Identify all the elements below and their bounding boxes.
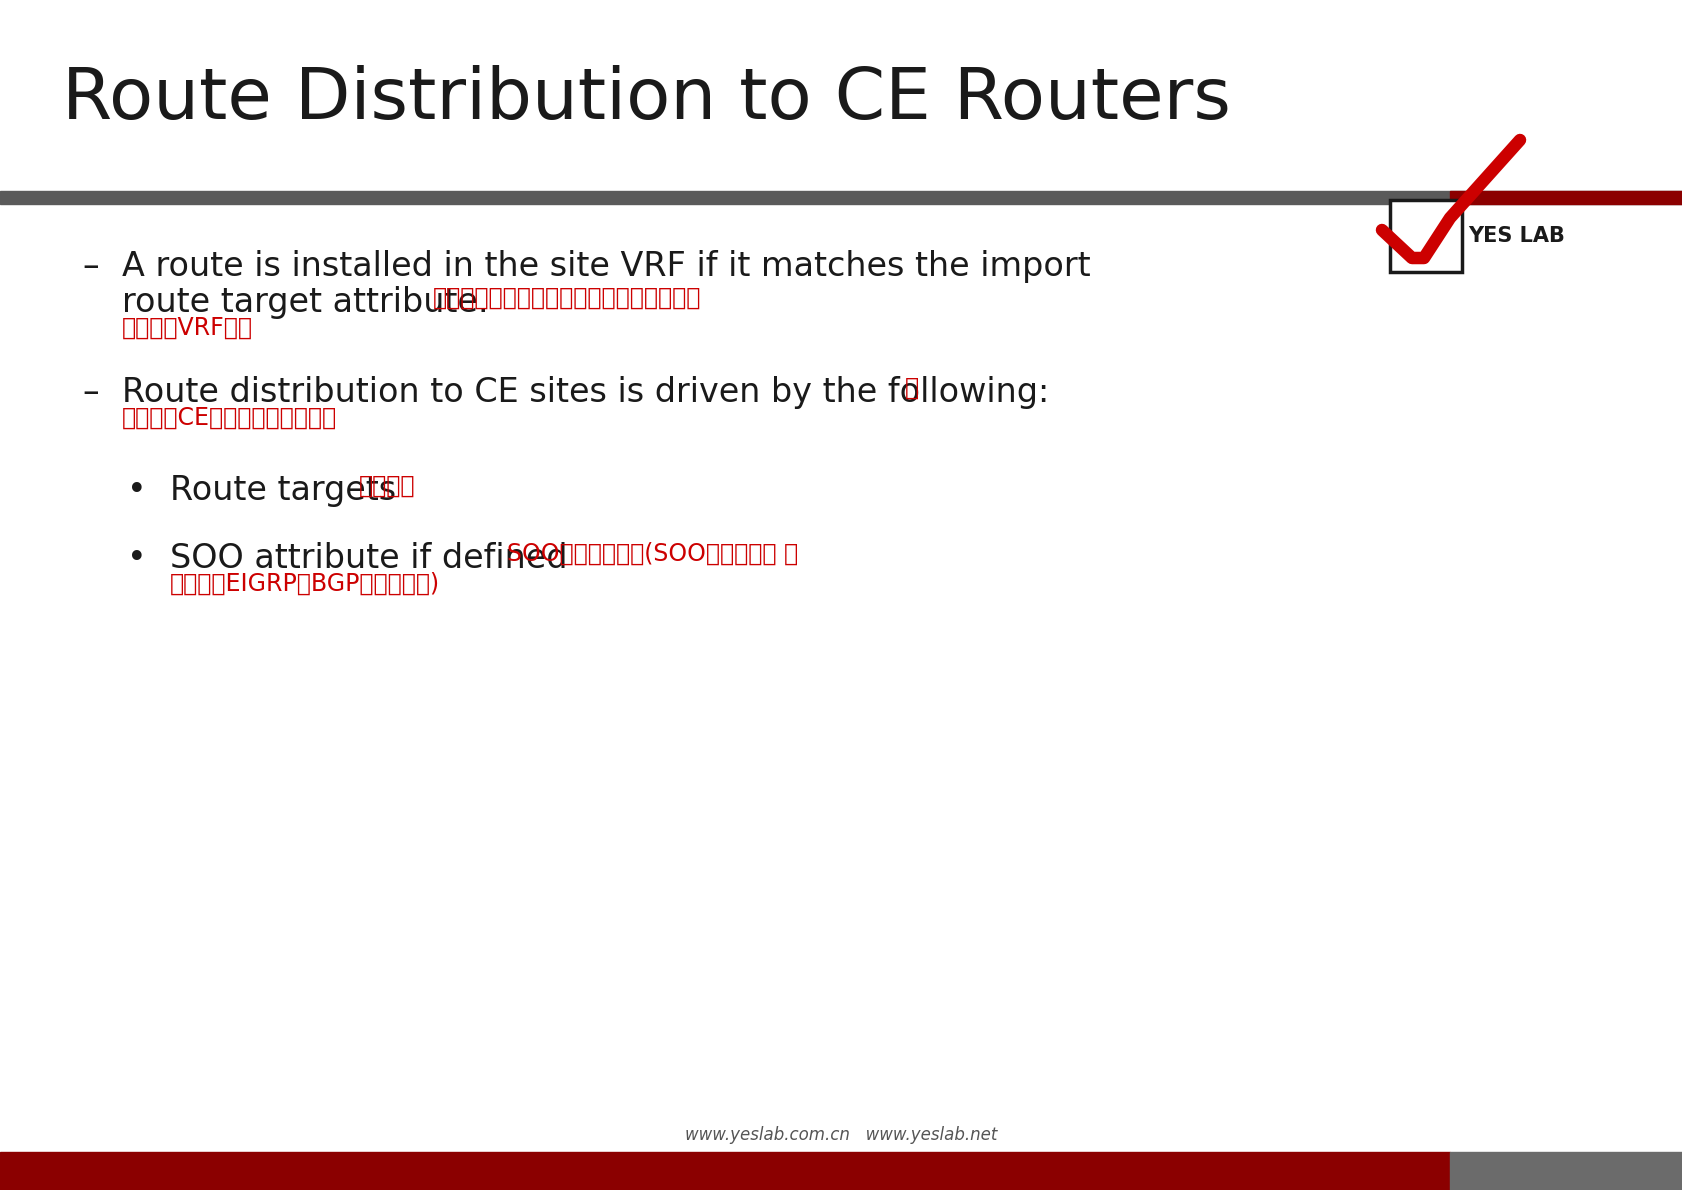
Text: –: – (82, 250, 99, 283)
Bar (1450, 192, 1682, 203)
Text: –: – (82, 376, 99, 409)
Bar (0, 192, 1682, 203)
Text: SOO属性如果定义(SOO用于防环， 并: SOO属性如果定义(SOO用于防环， 并 (508, 541, 799, 566)
Text: 路线目标: 路线目标 (358, 474, 415, 497)
Text: YES LAB: YES LAB (1467, 226, 1564, 246)
Text: 如果路由匹配导入路由目标属性，路由将安: 如果路由匹配导入路由目标属性，路由将安 (432, 286, 700, 311)
Text: •: • (126, 541, 146, 575)
Text: Route targets: Route targets (170, 474, 407, 507)
Text: Route distribution to CE sites is driven by the following:: Route distribution to CE sites is driven… (121, 376, 1048, 409)
Bar (1389, 200, 1462, 273)
Bar (1450, 1152, 1682, 1190)
Bar (0, 1152, 1450, 1190)
Text: www.yeslab.com.cn   www.yeslab.net: www.yeslab.com.cn www.yeslab.net (685, 1126, 997, 1144)
Text: SOO attribute if defined: SOO attribute if defined (170, 541, 579, 575)
Text: 路: 路 (905, 376, 918, 400)
Text: 线分配到CE站点是由以下驱动：: 线分配到CE站点是由以下驱动： (121, 406, 336, 430)
Text: 且只会在EIGRP和BGP里面会检查): 且只会在EIGRP和BGP里面会检查) (170, 572, 441, 596)
Text: Route Distribution to CE Routers: Route Distribution to CE Routers (62, 65, 1230, 134)
Text: route target attribute.: route target attribute. (121, 286, 488, 319)
Text: A route is installed in the site VRF if it matches the import: A route is installed in the site VRF if … (121, 250, 1090, 283)
Text: •: • (126, 474, 146, 507)
Text: 装在站点VRF中。: 装在站点VRF中。 (121, 317, 252, 340)
